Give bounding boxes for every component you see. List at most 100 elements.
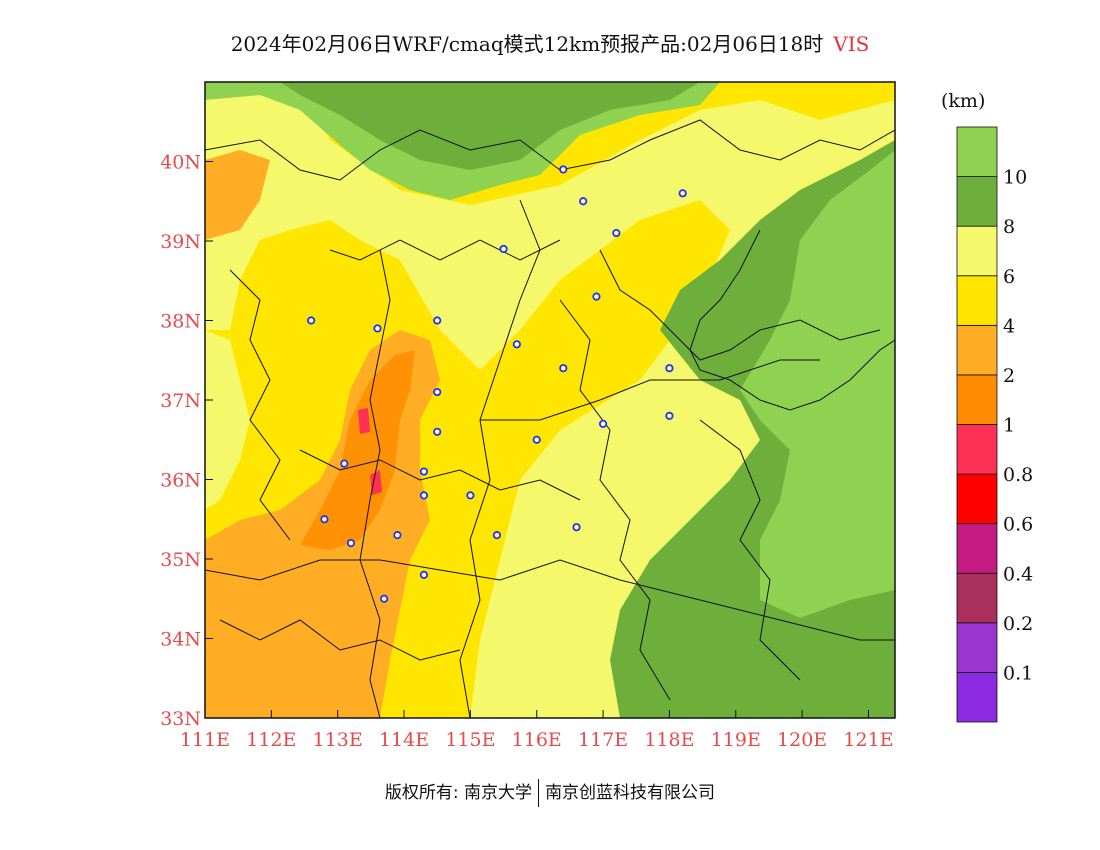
x-axis-ticks: 111E 112E 113E 114E 115E 116E 117E 118E 119E 120E… (180, 710, 894, 751)
colorbar-label: 0.4 (1003, 563, 1033, 585)
station-marker (340, 459, 349, 468)
station-marker (419, 570, 429, 580)
station-marker (419, 491, 429, 500)
boundary-line (480, 359, 820, 421)
station-marker (665, 411, 674, 420)
colorbar-segment (956, 424, 998, 475)
variable-label: VIS (833, 32, 870, 56)
boundary-line (359, 249, 391, 718)
station-marker (307, 316, 316, 325)
y-tick-label: 37N (160, 390, 201, 412)
colorbar-segment (956, 672, 998, 723)
colorbar-segment (956, 324, 998, 376)
colorbar-label: 2 (1003, 365, 1015, 387)
field-region-0.8-1 (358, 408, 382, 495)
station-marker (346, 538, 356, 548)
y-tick-label: 33N (160, 708, 201, 730)
station-marker (320, 515, 329, 524)
boundary-line (559, 299, 671, 701)
colorbar-label: 0.2 (1003, 613, 1033, 635)
y-tick-label: 35N (160, 549, 201, 571)
boundary-line (699, 419, 801, 681)
colorbar-segment (956, 473, 998, 525)
station-marker (579, 197, 588, 206)
colorbar-label: 8 (1003, 216, 1015, 238)
station-marker (592, 292, 601, 301)
station-marker (433, 316, 442, 325)
boundary-line (299, 449, 581, 501)
station-marker (532, 435, 541, 444)
colorbar-segment (956, 176, 998, 227)
x-tick-label: 120E (777, 729, 827, 751)
station-marker (678, 189, 687, 198)
x-tick-label: 117E (578, 729, 628, 751)
field-region-8-10-north (280, 82, 700, 170)
station-markers (307, 165, 687, 603)
x-tick-label: 111E (180, 729, 230, 751)
station-marker (499, 244, 508, 254)
station-marker (466, 491, 475, 500)
colorbar-label: 0.6 (1003, 514, 1033, 536)
y-tick-label: 39N (160, 231, 201, 253)
colorbar-label: 0.1 (1003, 662, 1033, 684)
station-marker (598, 419, 608, 428)
chart-title: 2024年02月06日WRF/cmaq模式12km预报产品:02月06日18时 V… (0, 28, 1100, 57)
footer-right: 南京创蓝科技有限公司 (545, 783, 716, 803)
colorbar-segment (956, 126, 998, 177)
boundary-line (329, 239, 561, 261)
station-marker (559, 165, 568, 174)
colorbar-unit: (km) (941, 90, 986, 112)
boundary-line (459, 199, 541, 718)
field-region-10plus-east (740, 150, 895, 618)
station-marker (665, 364, 674, 373)
x-tick-label: 113E (313, 729, 363, 751)
station-marker (433, 387, 442, 397)
coastline (689, 229, 895, 411)
x-tick-label: 114E (379, 729, 429, 751)
y-axis-ticks: 33N 34N 35N 36N 37N 38N 39N 40N (160, 152, 213, 730)
colorbar-segment (956, 374, 998, 425)
x-tick-label: 112E (246, 729, 296, 751)
station-marker (380, 594, 389, 603)
colorbar-segment (956, 622, 998, 673)
y-tick-label: 40N (160, 152, 201, 174)
y-tick-label: 36N (160, 470, 201, 492)
colorbar-label: 4 (1003, 315, 1015, 337)
x-tick-label: 118E (644, 729, 694, 751)
boundary-line (229, 269, 291, 541)
boundary-line (599, 249, 881, 361)
footer-left: 版权所有: 南京大学 (384, 783, 533, 803)
boundary-line (205, 559, 895, 641)
y-tick-label: 34N (160, 629, 201, 651)
field-region-2-4-west (205, 150, 270, 240)
station-marker (572, 523, 581, 532)
x-tick-label: 115E (445, 729, 495, 751)
station-marker (512, 340, 521, 349)
colorbar-label: 1 (1003, 415, 1015, 437)
station-marker (492, 531, 502, 540)
colorbar-segment (956, 523, 998, 574)
colorbar-segment (956, 225, 998, 277)
colorbar-label: 10 (1003, 167, 1027, 189)
chart-title-text: 2024年02月06日WRF/cmaq模式12km预报产品:02月06日18时 (230, 32, 824, 56)
y-tick-label: 38N (160, 311, 201, 333)
station-marker (612, 228, 621, 238)
colorbar-label: 0.8 (1003, 464, 1033, 486)
station-marker (559, 364, 568, 373)
footer-separator (538, 779, 540, 807)
field-region-lowerleft (205, 330, 250, 510)
x-tick-label: 116E (512, 729, 562, 751)
x-tick-label: 119E (711, 729, 761, 751)
colorbar-label: 6 (1003, 266, 1015, 288)
visibility-field (205, 82, 895, 718)
station-marker (433, 427, 442, 436)
station-marker (373, 324, 382, 333)
colorbar-segment (956, 275, 998, 326)
colorbar-segment (956, 572, 998, 624)
boundary-line (219, 619, 461, 661)
colorbar: 0.1 0.2 0.4 0.6 0.8 1 2 4 6 8 10 (956, 126, 1033, 723)
x-tick-label: 121E (843, 729, 893, 751)
field-region-1-2 (300, 350, 415, 550)
station-marker (393, 531, 402, 540)
